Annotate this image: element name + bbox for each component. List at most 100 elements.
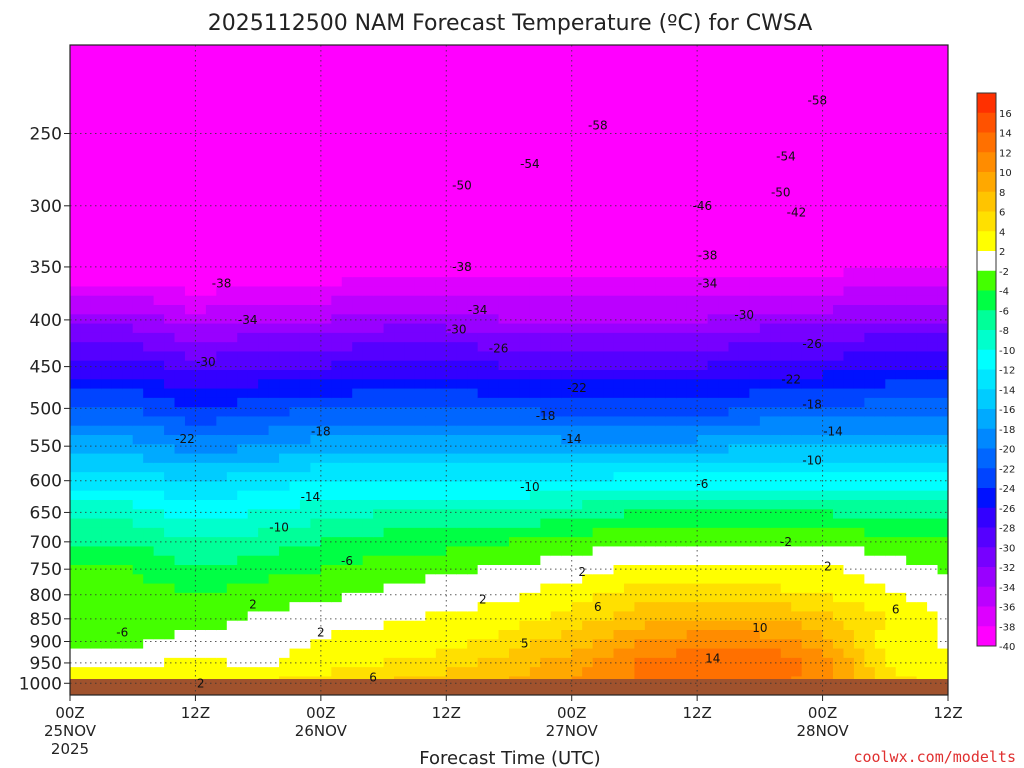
temperature-cell [603, 481, 615, 492]
temperature-cell [331, 193, 343, 204]
temperature-cell [341, 91, 353, 102]
temperature-cell [738, 91, 750, 102]
temperature-cell [738, 565, 750, 575]
temperature-cell [362, 537, 374, 548]
temperature-cell [226, 63, 238, 74]
temperature-cell [237, 565, 249, 575]
temperature-cell [498, 555, 510, 566]
temperature-cell [791, 648, 803, 659]
temperature-cell [414, 82, 426, 93]
temperature-cell [310, 444, 322, 455]
temperature-cell [770, 462, 782, 473]
temperature-cell [435, 397, 447, 408]
temperature-cell [153, 249, 165, 260]
temperature-cell [205, 565, 217, 575]
temperature-cell [738, 305, 750, 315]
temperature-cell [665, 490, 677, 501]
temperature-cell [70, 45, 82, 55]
temperature-cell [446, 481, 458, 492]
temperature-cell [425, 435, 437, 445]
temperature-cell [268, 342, 280, 353]
temperature-cell [331, 453, 343, 464]
temperature-cell [780, 639, 792, 650]
temperature-cell [509, 453, 521, 464]
temperature-cell [540, 212, 552, 223]
temperature-cell [143, 537, 155, 548]
temperature-cell [341, 351, 353, 362]
temperature-cell [686, 249, 698, 260]
temperature-cell [122, 110, 134, 120]
temperature-cell [184, 555, 197, 566]
temperature-cell [268, 592, 280, 603]
temperature-cell [299, 240, 311, 250]
temperature-cell [299, 490, 311, 501]
temperature-cell [383, 555, 395, 566]
temperature-cell [70, 481, 82, 492]
temperature-cell [780, 360, 792, 371]
temperature-cell [812, 119, 824, 130]
temperature-cell [90, 648, 102, 659]
temperature-cell [425, 667, 437, 678]
temperature-cell [90, 527, 102, 538]
temperature-cell [331, 323, 343, 334]
temperature-cell [279, 323, 291, 334]
temperature-cell [707, 128, 719, 139]
temperature-cell [603, 193, 615, 204]
temperature-cell [299, 388, 311, 399]
temperature-cell [634, 407, 646, 418]
temperature-cell [644, 416, 656, 427]
temperature-cell [509, 388, 521, 399]
temperature-cell [707, 110, 719, 120]
temperature-cell [582, 63, 594, 74]
temperature-cell [561, 537, 573, 548]
temperature-cell [122, 462, 134, 473]
temperature-cell [738, 657, 750, 668]
temperature-cell [80, 184, 92, 195]
temperature-cell [759, 258, 771, 269]
temperature-cell [738, 481, 750, 492]
temperature-cell [373, 267, 385, 278]
temperature-cell [352, 630, 364, 640]
temperature-cell [404, 602, 416, 613]
temperature-cell [331, 100, 343, 111]
temperature-cell [676, 128, 688, 139]
temperature-cell [226, 555, 238, 566]
temperature-cell [132, 249, 144, 260]
temperature-cell [634, 462, 646, 473]
temperature-cell [80, 249, 92, 260]
temperature-cell [331, 490, 343, 501]
temperature-cell [237, 137, 249, 148]
temperature-cell [111, 221, 123, 232]
temperature-cell [247, 221, 259, 232]
temperature-cell [341, 221, 353, 232]
temperature-cell [540, 119, 552, 130]
temperature-cell [80, 137, 92, 148]
temperature-cell [488, 119, 500, 130]
temperature-cell [425, 63, 437, 74]
temperature-cell [258, 490, 270, 501]
temperature-cell [247, 314, 259, 325]
temperature-cell [226, 667, 238, 678]
temperature-cell [394, 667, 406, 678]
temperature-cell [477, 63, 489, 74]
temperature-cell [331, 574, 343, 585]
temperature-cell [80, 481, 92, 492]
temperature-cell [456, 137, 468, 148]
temperature-cell [320, 119, 332, 130]
temperature-cell [299, 305, 311, 315]
temperature-cell [226, 202, 238, 213]
temperature-cell [164, 137, 176, 148]
temperature-cell [153, 472, 165, 483]
temperature-cell [352, 574, 364, 585]
temperature-cell [258, 370, 270, 380]
temperature-cell [268, 82, 280, 93]
temperature-cell [634, 657, 646, 668]
temperature-cell [634, 667, 646, 678]
temperature-cell [467, 91, 479, 102]
temperature-cell [697, 351, 709, 362]
temperature-cell [665, 592, 677, 603]
temperature-cell [540, 509, 552, 520]
temperature-cell [770, 202, 782, 213]
temperature-cell [697, 416, 709, 427]
temperature-cell [655, 407, 667, 418]
